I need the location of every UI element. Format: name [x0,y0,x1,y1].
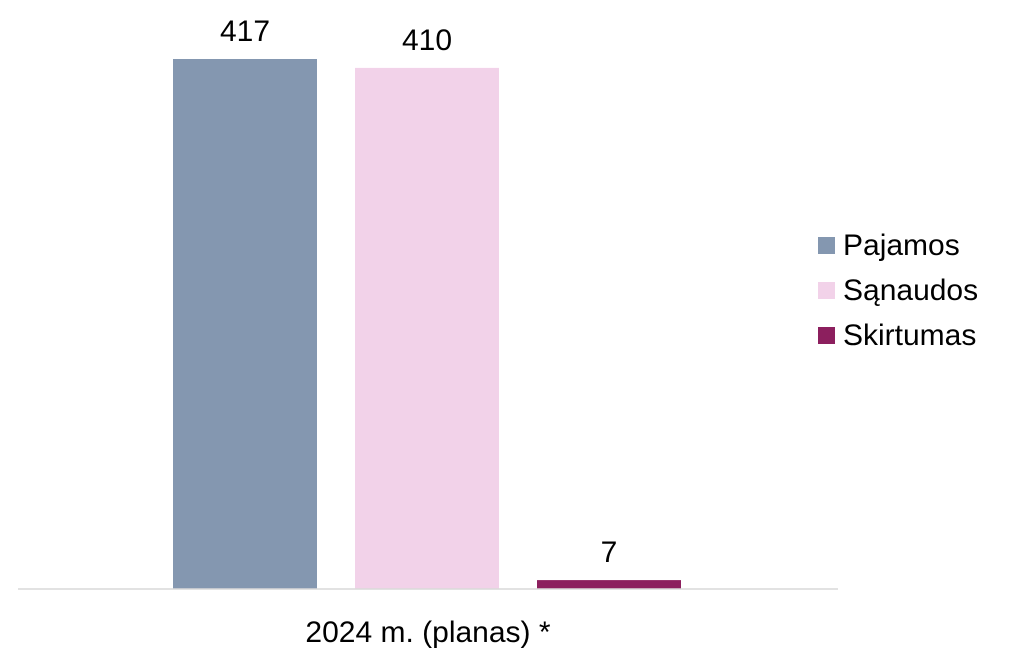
legend-label: Sąnaudos [843,273,979,307]
legend-item-pajamos: Pajamos [818,228,978,263]
bar-s-naudos [355,67,499,590]
data-label: 410 [402,24,452,57]
bar-pajamos [173,59,317,589]
legend-label: Skirtumas [843,318,977,352]
data-labels-group: 417 410 7 [220,15,617,569]
data-label: 417 [220,15,270,48]
data-label: 7 [601,536,618,569]
legend-label: Pajamos [843,228,960,262]
x-category-label: 2024 m. (planas) * [305,616,550,649]
legend-item-sanaudos: Sąnaudos [818,273,978,308]
bar-skirtumas [537,580,681,589]
legend-item-skirtumas: Skirtumas [818,318,978,353]
legend-swatch [818,237,835,254]
legend: Pajamos Sąnaudos Skirtumas [818,228,978,363]
legend-swatch [818,327,835,344]
bars-group [173,59,681,590]
legend-swatch [818,282,835,299]
